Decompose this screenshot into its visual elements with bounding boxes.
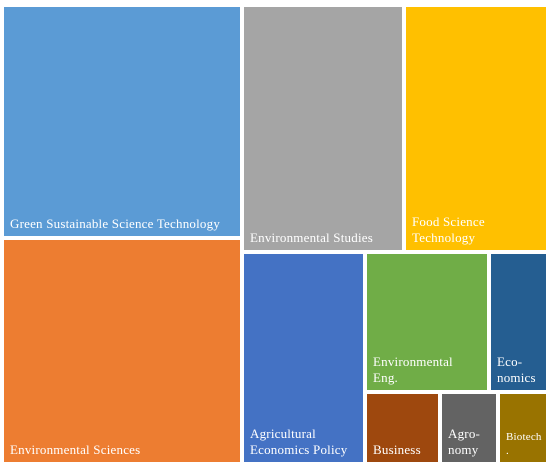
treemap-tile: Environmental Eng. — [365, 252, 489, 392]
treemap-tile: Agro- nomy — [440, 392, 498, 464]
treemap-tile-label: Environmental Studies — [250, 230, 373, 245]
treemap-tile-label: Agricultural Economics Policy — [250, 426, 348, 457]
treemap-tile: Environmental Studies — [242, 5, 404, 252]
treemap-tile-label: Agro- nomy — [448, 426, 481, 457]
treemap-tile-label: Food Science Technology — [412, 214, 485, 245]
treemap-tile-label: Eco- nomics — [497, 354, 536, 385]
treemap-tile-label: Environmental Sciences — [10, 442, 141, 457]
treemap-tile-label: Green Sustainable Science Technology — [10, 216, 221, 231]
treemap-tile-label: Biotech . — [506, 431, 542, 457]
treemap-tile: Agricultural Economics Policy — [242, 252, 365, 464]
treemap-tile: Eco- nomics — [489, 252, 548, 392]
treemap-tile: Food Science Technology — [404, 5, 548, 252]
treemap-tile: Green Sustainable Science Technology — [2, 5, 242, 238]
treemap-tile: Environmental Sciences — [2, 238, 242, 464]
treemap-tile-label: Business — [373, 442, 421, 457]
treemap-tile: Business — [365, 392, 440, 464]
treemap-tile-label: Environmental Eng. — [373, 354, 453, 385]
treemap-tile: Biotech . — [498, 392, 548, 464]
